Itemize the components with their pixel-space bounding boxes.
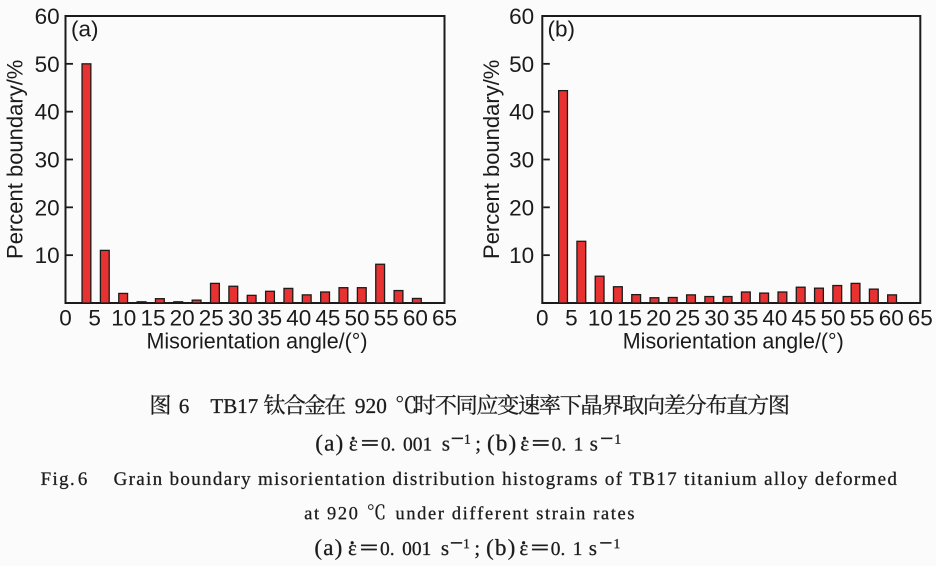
svg-text:55: 55 bbox=[374, 306, 399, 331]
svg-text:45: 45 bbox=[791, 306, 816, 331]
svg-text:25: 25 bbox=[199, 306, 224, 331]
svg-text:35: 35 bbox=[733, 306, 758, 331]
svg-text:5: 5 bbox=[88, 306, 101, 331]
svg-text:20: 20 bbox=[509, 195, 534, 220]
svg-text:15: 15 bbox=[617, 306, 642, 331]
svg-text:10: 10 bbox=[509, 243, 534, 268]
svg-text:55: 55 bbox=[850, 306, 875, 331]
svg-text:50: 50 bbox=[509, 52, 534, 77]
svg-text:50: 50 bbox=[345, 306, 370, 331]
svg-text:20: 20 bbox=[35, 195, 60, 220]
svg-text:25: 25 bbox=[675, 306, 700, 331]
svg-text:0: 0 bbox=[59, 306, 72, 331]
svg-text:10: 10 bbox=[588, 306, 613, 331]
svg-text:30: 30 bbox=[704, 306, 729, 331]
svg-text:15: 15 bbox=[140, 306, 165, 331]
svg-text:20: 20 bbox=[646, 306, 671, 331]
svg-text:60: 60 bbox=[509, 4, 534, 29]
svg-text:Misorientation angle/(°): Misorientation angle/(°) bbox=[623, 329, 844, 354]
svg-text:50: 50 bbox=[821, 306, 846, 331]
svg-text:10: 10 bbox=[111, 306, 136, 331]
svg-text:10: 10 bbox=[35, 243, 60, 268]
svg-text:60: 60 bbox=[35, 4, 60, 29]
svg-text:Misorientation angle/(°): Misorientation angle/(°) bbox=[147, 329, 368, 354]
svg-text:35: 35 bbox=[257, 306, 282, 331]
svg-text:30: 30 bbox=[35, 148, 60, 173]
svg-text:60: 60 bbox=[403, 306, 428, 331]
svg-text:50: 50 bbox=[35, 52, 60, 77]
svg-text:(a): (a) bbox=[71, 17, 99, 42]
svg-text:20: 20 bbox=[170, 306, 195, 331]
svg-text:Percent boundary/%: Percent boundary/% bbox=[2, 60, 27, 259]
svg-text:Percent boundary/%: Percent boundary/% bbox=[479, 60, 504, 259]
svg-text:30: 30 bbox=[228, 306, 253, 331]
svg-text:65: 65 bbox=[908, 306, 933, 331]
svg-text:30: 30 bbox=[509, 148, 534, 173]
svg-text:(b): (b) bbox=[548, 17, 576, 42]
svg-text:5: 5 bbox=[565, 306, 578, 331]
svg-text:40: 40 bbox=[762, 306, 787, 331]
svg-text:60: 60 bbox=[879, 306, 904, 331]
svg-text:40: 40 bbox=[35, 100, 60, 125]
svg-text:65: 65 bbox=[432, 306, 457, 331]
svg-text:40: 40 bbox=[509, 100, 534, 125]
svg-text:45: 45 bbox=[315, 306, 340, 331]
svg-text:40: 40 bbox=[286, 306, 311, 331]
svg-text:0: 0 bbox=[536, 306, 549, 331]
